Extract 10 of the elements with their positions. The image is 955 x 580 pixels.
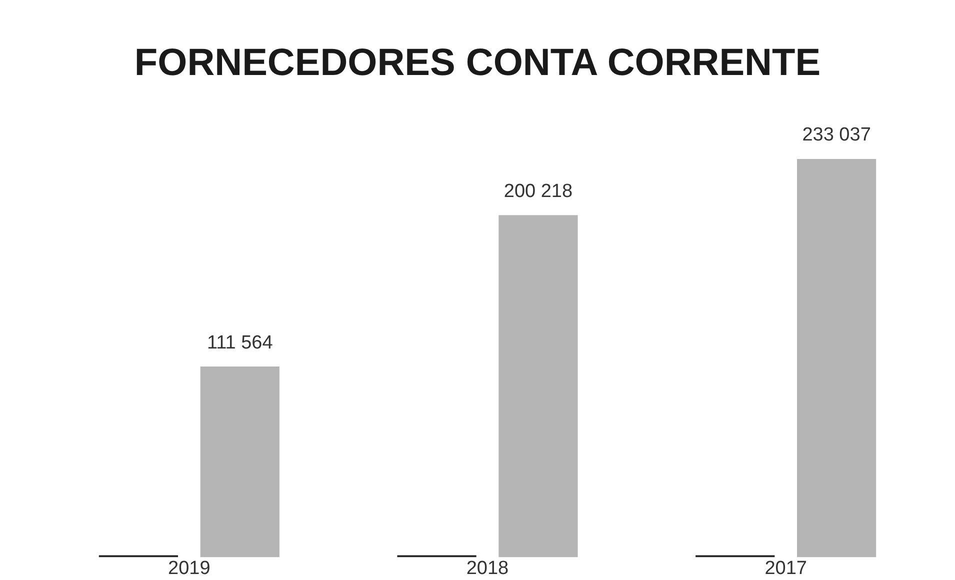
bar — [796, 158, 876, 558]
x-tick-label: 2018 — [466, 558, 509, 579]
x-tick-label: 2019 — [168, 558, 210, 579]
chart-title: FORNECEDORES CONTA CORRENTE — [133, 42, 822, 85]
x-tick-label: 2017 — [764, 558, 807, 579]
data-label: 233 037 — [802, 124, 871, 146]
bar — [200, 366, 280, 558]
data-label: 111 564 — [206, 332, 274, 354]
bar — [498, 215, 578, 558]
data-label: 200 218 — [504, 180, 573, 202]
